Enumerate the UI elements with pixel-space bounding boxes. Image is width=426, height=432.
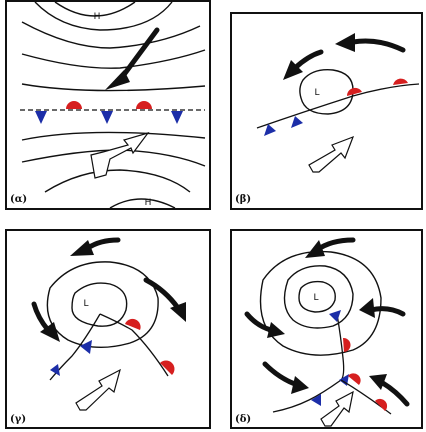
panel-gamma-diagram: L (γ)	[5, 229, 211, 429]
warm-flow-arrow	[90, 131, 150, 179]
occluded-front	[329, 310, 351, 381]
warm-front	[346, 78, 420, 97]
warm-front-semicircle	[66, 101, 82, 109]
cold-flow-arrow	[31, 301, 60, 342]
isobars	[259, 250, 382, 356]
cold-front-triangle	[291, 116, 303, 128]
panel-frame	[230, 12, 423, 210]
cold-front-triangle	[329, 310, 341, 322]
panel-label: (β)	[235, 194, 251, 205]
warm-front-semicircle	[375, 398, 388, 411]
low-pressure-label: L	[83, 299, 88, 309]
cold-flow-arrow	[262, 361, 309, 394]
panel-label: (α)	[10, 194, 27, 205]
cold-flow-arrow	[283, 49, 324, 80]
warm-front-semicircle	[343, 337, 351, 352]
cold-flow-arrow	[70, 237, 121, 256]
low-pressure-label: L	[314, 88, 319, 98]
cold-front-triangle	[101, 111, 113, 124]
cold-front-triangle	[311, 394, 321, 406]
cold-front-triangle	[264, 124, 276, 136]
cold-front	[256, 95, 354, 136]
cold-flow-arrow	[335, 33, 406, 53]
cold-front-triangle	[80, 340, 92, 354]
panel-beta: L (β)	[213, 0, 426, 214]
panel-beta-diagram: L (β)	[230, 12, 423, 210]
cold-flow-arrow	[244, 311, 285, 338]
high-pressure-label: H	[94, 12, 101, 22]
warm-flow-arrow	[75, 368, 121, 411]
cold-front-triangle	[50, 364, 60, 376]
panel-frame	[5, 229, 211, 429]
cold-flow-arrow	[359, 298, 406, 318]
panel-delta: L (δ)	[213, 218, 426, 432]
cold-flow-arrow	[369, 374, 410, 407]
warm-front-semicircle	[348, 373, 361, 385]
cold-front-triangle	[35, 111, 47, 124]
warm-flow-arrow	[320, 390, 354, 427]
cold-front	[49, 313, 101, 381]
warm-front-semicircle	[393, 78, 408, 85]
panel-frame	[5, 0, 211, 210]
isobars	[46, 261, 159, 349]
panel-label: (δ)	[235, 414, 251, 425]
panel-label: (γ)	[10, 414, 26, 425]
warm-front-semicircle	[346, 87, 362, 96]
cold-flow-arrow	[305, 237, 356, 258]
warm-front-semicircle	[160, 360, 175, 375]
panel-alpha-diagram: H H (α)	[5, 0, 211, 210]
warm-flow-arrow	[308, 135, 355, 173]
warm-front-semicircle	[136, 101, 152, 109]
cold-flow-arrow	[105, 27, 160, 90]
panel-delta-diagram: L (δ)	[230, 229, 423, 429]
panel-frame	[230, 229, 423, 429]
stationary-front	[20, 101, 205, 124]
cold-front-triangle	[171, 111, 183, 124]
warm-front-semicircle	[125, 318, 141, 330]
low-pressure-label: L	[313, 293, 318, 303]
isobar	[299, 69, 354, 115]
panel-alpha: H H (α)	[0, 0, 212, 214]
isobars	[21, 1, 206, 209]
warm-front	[99, 313, 175, 377]
cold-flow-arrow	[143, 277, 186, 322]
panel-gamma: L (γ)	[0, 218, 212, 432]
high-pressure-label: H	[145, 198, 152, 208]
warm-front	[340, 373, 392, 415]
